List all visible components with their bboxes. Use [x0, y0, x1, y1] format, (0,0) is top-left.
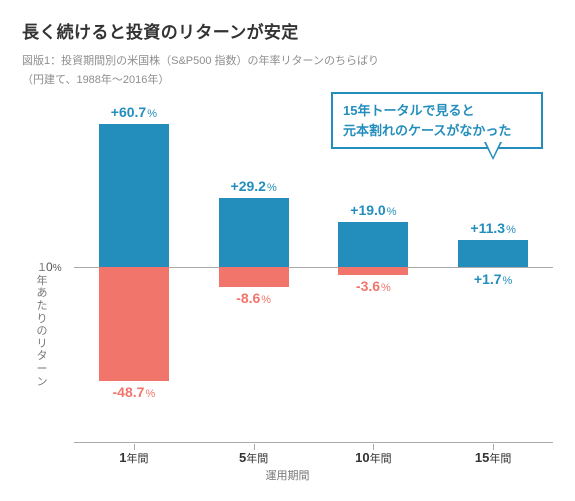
- callout-line1: 15年トータルで見ると: [343, 101, 531, 121]
- value-max: +19.0%: [350, 202, 396, 218]
- x-category: 5年間: [239, 450, 268, 466]
- value-min: -8.6%: [236, 290, 271, 306]
- callout-line2: 元本割れのケースがなかった: [343, 121, 531, 141]
- value-max: +60.7%: [111, 104, 157, 120]
- x-category: 15年間: [475, 450, 511, 466]
- bar-max: [338, 222, 408, 267]
- bar-max: [458, 240, 528, 267]
- chart-area: １年あたりのリターン 0% +60.7% -48.7% +29.2% -8.6% +19…: [22, 92, 553, 472]
- value-max: +11.3%: [470, 220, 515, 236]
- bar-min: [219, 267, 289, 287]
- x-category: 1年間: [119, 450, 148, 466]
- zero-label: 0%: [46, 260, 62, 274]
- bar-max: [99, 124, 169, 267]
- chart-title: 長く続けると投資のリターンが安定: [22, 18, 553, 43]
- bar-min: [338, 267, 408, 275]
- value-min: -48.7%: [113, 384, 156, 400]
- value-min: -3.6%: [356, 278, 391, 294]
- callout-box: 15年トータルで見ると 元本割れのケースがなかった: [331, 92, 543, 149]
- chart-subtitle-line1: 図版1：投資期間別の米国株（S&P500 指数）の年率リターンのちらばり: [22, 53, 553, 70]
- x-category: 10年間: [355, 450, 391, 466]
- callout-tail-inner: [486, 142, 500, 157]
- x-axis-line: [74, 442, 553, 444]
- chart-subtitle-line2: （円建て、1988年〜2016年）: [22, 72, 553, 89]
- value-max: +29.2%: [231, 178, 277, 194]
- bar-min: [99, 267, 169, 381]
- y-axis-label: １年あたりのリターン: [36, 262, 48, 388]
- value-min: +1.7%: [474, 271, 512, 287]
- x-axis-title: 運用期間: [22, 467, 553, 483]
- bar-max: [219, 198, 289, 267]
